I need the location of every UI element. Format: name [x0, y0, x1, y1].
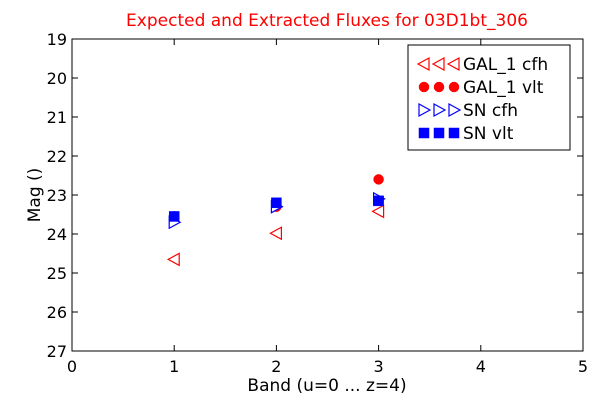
data-markers	[166, 174, 386, 267]
legend-marker-gal-1-cfh	[446, 56, 460, 72]
legend-marker-gal-1-cfh	[431, 56, 445, 72]
legend-marker-sn-cfh	[448, 102, 462, 118]
point-gal-1-cfh	[371, 204, 385, 219]
legend-marker-sn-vlt	[418, 127, 430, 139]
legend-label-gal-1-cfh: GAL_1 cfh	[463, 55, 548, 75]
point-gal-1-cfh	[269, 226, 282, 241]
x-axis-label: Band (u=0 ... z=4)	[247, 376, 406, 396]
y-tick-label: 25	[47, 264, 67, 283]
point-gal-1-cfh	[166, 252, 180, 267]
legend-marker-sn-cfh	[433, 102, 447, 118]
x-tick-label: 1	[169, 357, 179, 376]
legend-label-gal-1-vlt: GAL_1 vlt	[463, 78, 544, 98]
legend-marker-gal-1-vlt	[418, 81, 430, 93]
y-axis: 19 20 21 22 23 24 25 26 27	[47, 30, 583, 361]
legend: GAL_1 cfh GAL_1 vlt SN cfh SN vlt	[407, 44, 571, 151]
y-tick-label: 27	[47, 342, 67, 361]
x-tick-label: 3	[374, 357, 384, 376]
point-sn-vlt	[271, 197, 282, 209]
legend-marker-sn-cfh	[418, 102, 432, 118]
y-tick-label: 20	[47, 69, 67, 88]
y-axis-label: Mag ()	[25, 168, 45, 223]
legend-marker-gal-1-vlt	[433, 81, 445, 93]
point-sn-vlt	[373, 195, 384, 207]
legend-marker-gal-1-cfh	[416, 56, 430, 72]
y-tick-label: 23	[47, 186, 67, 205]
y-tick-label: 26	[47, 303, 67, 322]
legend-marker-sn-vlt	[433, 127, 445, 139]
point-sn-vlt	[168, 211, 180, 222]
y-tick-label: 24	[47, 225, 67, 244]
legend-marker-gal-1-vlt	[448, 81, 460, 93]
y-tick-label: 21	[47, 108, 67, 127]
x-tick-label: 5	[578, 357, 588, 376]
point-gal-1-vlt	[373, 174, 384, 185]
legend-marker-sn-vlt	[448, 127, 460, 139]
x-tick-label: 4	[476, 357, 486, 376]
legend-label-sn-vlt: SN vlt	[463, 124, 514, 144]
chart-title: Expected and Extracted Fluxes for 03D1bt…	[126, 11, 528, 31]
y-tick-label: 19	[47, 30, 67, 49]
x-tick-label: 0	[67, 357, 77, 376]
y-tick-label: 22	[47, 147, 67, 166]
x-axis: 0 1 2 3 4 5	[67, 39, 588, 376]
x-tick-label: 2	[271, 357, 281, 376]
legend-label-sn-cfh: SN cfh	[463, 101, 518, 121]
